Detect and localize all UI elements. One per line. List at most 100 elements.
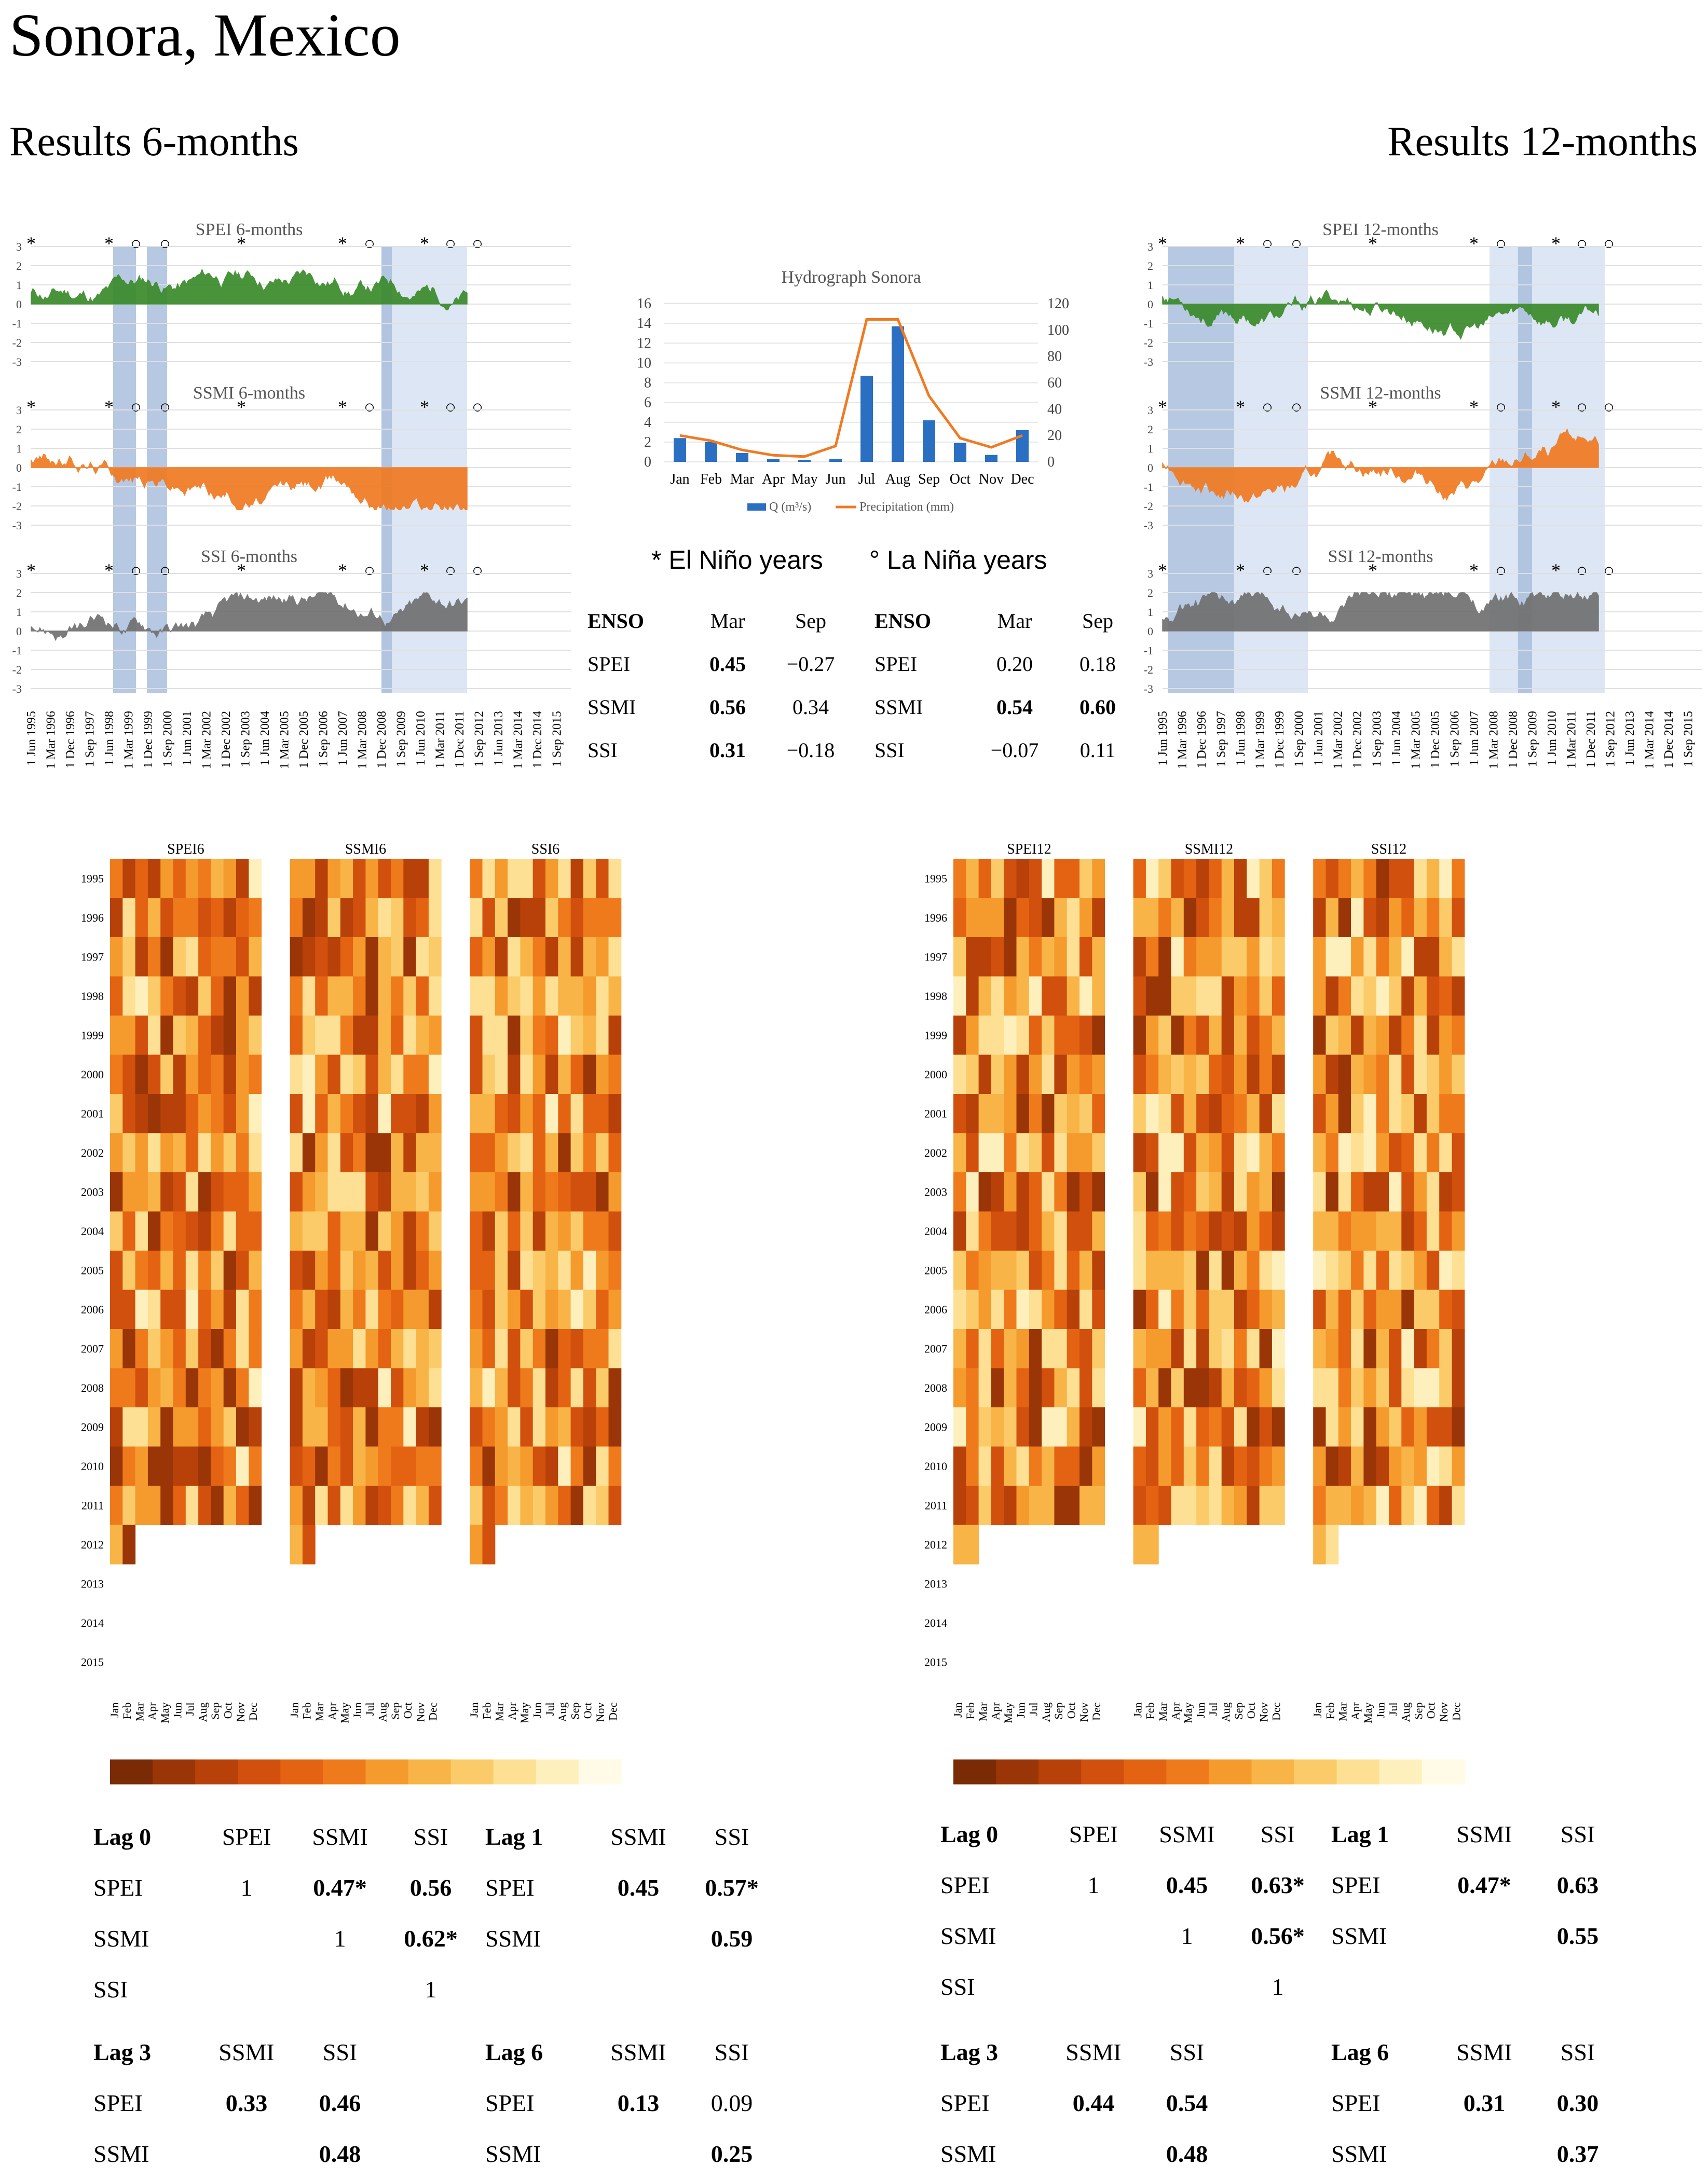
colorbar-swatch	[195, 1760, 238, 1785]
heatmap-cell	[340, 1133, 353, 1173]
heatmap-cell	[1133, 1290, 1146, 1330]
heatmap-cell	[353, 1368, 366, 1408]
heatmap-cell	[249, 937, 262, 977]
heatmap-cell	[1171, 1251, 1184, 1290]
heatmap-cell	[520, 1407, 533, 1447]
heatmap-cell	[315, 859, 328, 898]
heatmap-cell	[1234, 1447, 1247, 1486]
heatmap-cell	[1401, 1329, 1414, 1368]
heatmap-cell	[1196, 1290, 1209, 1330]
heatmap-cell	[1363, 1329, 1376, 1368]
heatmap-cell	[236, 1251, 249, 1290]
heatmap-title: SSI6	[531, 841, 559, 857]
heatmap-cell	[249, 1212, 262, 1251]
y-tick-label: 1	[1147, 606, 1153, 619]
heatmap-cell	[353, 1172, 366, 1212]
heatmap-cell	[571, 1172, 584, 1212]
table-cell: 0.54	[973, 686, 1056, 729]
heatmap-cell	[328, 1251, 341, 1290]
heatmap-cell	[403, 1055, 416, 1094]
heatmap-cell	[110, 1133, 123, 1173]
heatmap-cell	[979, 1055, 992, 1094]
heatmap-cell	[148, 1094, 161, 1133]
heatmap-cell	[135, 937, 148, 977]
heatmap-cell	[1209, 1290, 1222, 1330]
heatmap-cell	[315, 1094, 328, 1133]
heatmap-cell	[1260, 1094, 1273, 1133]
heatmap-cell	[1080, 859, 1092, 898]
heatmap-cell	[110, 1407, 123, 1447]
heatmap-cell	[173, 1447, 186, 1486]
x-tick-label: 1 Dec 2002	[1351, 711, 1364, 769]
heatmap-cell	[1389, 1368, 1402, 1408]
heatmap-cell	[236, 859, 249, 898]
heatmap-cell	[508, 1055, 521, 1094]
heatmap-cell	[1092, 937, 1105, 977]
heatmap-cell	[224, 1094, 237, 1133]
heatmap-cell	[328, 859, 341, 898]
heatmap-cell	[1363, 1290, 1376, 1330]
heatmap-cell	[290, 898, 303, 938]
heatmap-cell	[596, 977, 609, 1016]
heatmap-cell	[1247, 937, 1260, 977]
month-label: Jun	[171, 1703, 184, 1719]
heatmap-cell	[211, 1486, 224, 1525]
heatmap-cell	[148, 1016, 161, 1055]
heatmap-cell	[1171, 898, 1184, 938]
heatmap-cell	[609, 1486, 622, 1525]
heatmap-cell	[1222, 1016, 1235, 1055]
heatmap-cell	[1452, 1212, 1465, 1251]
heatmap-cell	[596, 859, 609, 898]
heatmap-cell	[953, 1447, 966, 1486]
heatmap-cell	[1133, 1486, 1146, 1525]
table-header-cell: SSI	[688, 1811, 776, 1862]
heatmap-cell	[148, 1447, 161, 1486]
heatmap-cell	[1247, 1172, 1260, 1212]
heatmap-cell	[571, 1290, 584, 1330]
el-nino-marker: *	[420, 233, 429, 254]
table-cell: SSMI	[1331, 2128, 1435, 2179]
heatmap-cell	[122, 1133, 135, 1173]
heatmap-cell	[416, 1407, 429, 1447]
heatmap-cell	[122, 937, 135, 977]
heatmap-cell	[1158, 1368, 1171, 1408]
heatmap-cell	[1234, 1251, 1247, 1290]
heatmap-cell	[1067, 1016, 1080, 1055]
heatmap-cell	[1017, 1133, 1030, 1173]
heatmap-cell	[224, 1251, 237, 1290]
heatmap-cell	[1133, 1525, 1146, 1565]
heatmap-cell	[1401, 937, 1414, 977]
heatmap-cell	[545, 1251, 558, 1290]
y-right-tick-label: 60	[1047, 375, 1062, 391]
heatmap-cell	[1272, 898, 1285, 938]
y-left-tick-label: 12	[637, 335, 651, 351]
heatmap-cell	[1389, 1016, 1402, 1055]
heatmap-cell	[979, 1290, 992, 1330]
heatmap-cell	[1017, 1172, 1030, 1212]
heatmap-cell	[211, 977, 224, 1016]
x-tick-label: 1 Sep 2012	[1604, 711, 1618, 767]
heatmap-cell	[303, 1407, 316, 1447]
heatmap-cell	[533, 1329, 546, 1368]
x-tick-label: 1 Dec 2005	[297, 711, 311, 769]
heatmap-cell	[558, 1133, 571, 1173]
heatmap-cell	[1017, 1368, 1030, 1408]
heatmap-cell	[1184, 977, 1197, 1016]
x-tick-label: 1 Jun 2004	[1390, 711, 1403, 765]
heatmap-cell	[533, 1133, 546, 1173]
x-tick-label: 1 Jun 1995	[25, 711, 38, 765]
month-label: Nov	[1257, 1703, 1270, 1722]
results-6-months-heading: Results 6-months	[9, 118, 299, 166]
heatmap-cell	[483, 1407, 496, 1447]
y-tick-label: 0	[16, 298, 22, 311]
heatmap-cell	[135, 859, 148, 898]
heatmap-cell	[991, 1016, 1004, 1055]
month-label: Jul	[363, 1703, 376, 1716]
heatmap-cell	[303, 937, 316, 977]
heatmap-cell	[1439, 1133, 1452, 1173]
x-tick-label: Jul	[858, 471, 876, 487]
year-label: 1996	[924, 911, 947, 924]
heatmap-cell	[1247, 977, 1260, 1016]
month-label: Feb	[1144, 1703, 1157, 1720]
